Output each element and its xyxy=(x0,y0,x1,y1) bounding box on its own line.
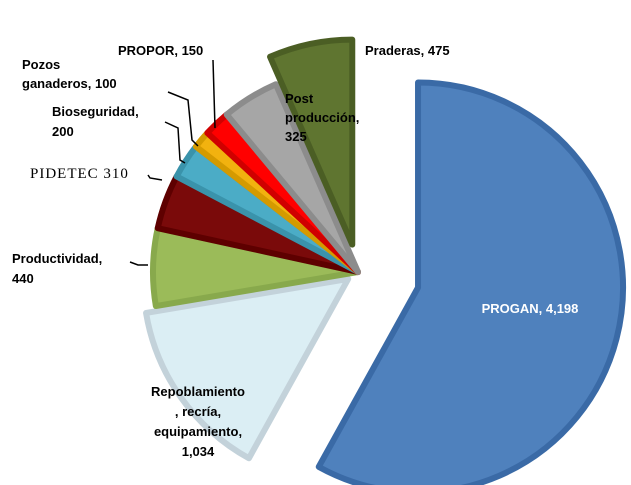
data-label-line: Repoblamiento xyxy=(151,384,245,399)
data-label-line: Post xyxy=(285,91,314,106)
data-label-line: 200 xyxy=(52,124,74,139)
leader-line xyxy=(164,121,186,164)
data-label-line: PROPOR, 150 xyxy=(118,43,203,58)
data-label: Repoblamiento , recría, equipamiento, 1,034 xyxy=(151,384,245,459)
data-label: PROPOR, 150 xyxy=(118,43,203,58)
pie-slice xyxy=(223,81,361,275)
data-label-line: Bioseguridad, xyxy=(52,104,139,119)
leader-line xyxy=(212,59,216,129)
pie-slice xyxy=(143,275,352,462)
data-label-line: equipamiento, xyxy=(154,424,242,439)
data-label-line: 1,034 xyxy=(182,444,215,459)
data-label-line: PIDETEC 310 xyxy=(30,166,129,182)
data-label-line: Pozos xyxy=(22,57,60,72)
data-label: Praderas, 475 xyxy=(365,43,450,58)
data-label: PROGAN, 4,198 xyxy=(482,301,579,316)
leader-line xyxy=(147,174,163,181)
data-label-line: Productividad, xyxy=(12,251,102,266)
data-label-line: PROGAN, 4,198 xyxy=(482,301,579,316)
data-label-line: Praderas, 475 xyxy=(365,43,450,58)
data-label: Pozos ganaderos, 100 xyxy=(22,57,117,91)
pie-slice xyxy=(267,36,356,248)
data-label-line: 440 xyxy=(12,271,34,286)
data-label-line: producción, xyxy=(285,110,359,125)
data-label: Productividad, 440 xyxy=(12,251,102,286)
data-label-line: 325 xyxy=(285,129,307,144)
data-label: PIDETEC 310 xyxy=(30,166,129,182)
leader-line xyxy=(167,91,199,147)
data-label: Bioseguridad, 200 xyxy=(52,104,139,139)
data-label-line: ganaderos, 100 xyxy=(22,76,117,91)
data-label-line: , recría, xyxy=(175,404,221,419)
data-label: Post producción, 325 xyxy=(285,91,359,144)
pie-slice xyxy=(315,79,627,485)
leader-line xyxy=(129,261,148,266)
